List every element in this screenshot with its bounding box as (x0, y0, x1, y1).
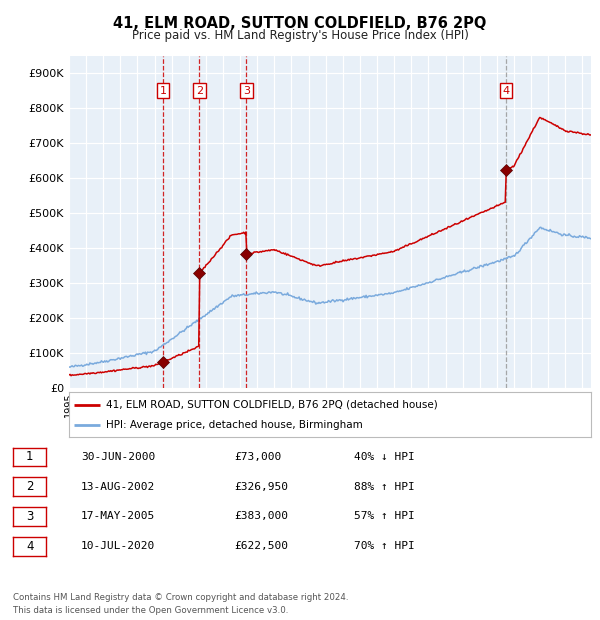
Text: Price paid vs. HM Land Registry's House Price Index (HPI): Price paid vs. HM Land Registry's House … (131, 29, 469, 42)
Text: 17-MAY-2005: 17-MAY-2005 (81, 512, 155, 521)
Text: Contains HM Land Registry data © Crown copyright and database right 2024.
This d: Contains HM Land Registry data © Crown c… (13, 593, 349, 615)
Text: 41, ELM ROAD, SUTTON COLDFIELD, B76 2PQ (detached house): 41, ELM ROAD, SUTTON COLDFIELD, B76 2PQ … (106, 399, 437, 410)
Text: 10-JUL-2020: 10-JUL-2020 (81, 541, 155, 551)
Text: 30-JUN-2000: 30-JUN-2000 (81, 452, 155, 462)
Text: £326,950: £326,950 (234, 482, 288, 492)
Text: HPI: Average price, detached house, Birmingham: HPI: Average price, detached house, Birm… (106, 420, 362, 430)
Text: 41, ELM ROAD, SUTTON COLDFIELD, B76 2PQ: 41, ELM ROAD, SUTTON COLDFIELD, B76 2PQ (113, 16, 487, 30)
Text: £383,000: £383,000 (234, 512, 288, 521)
Text: 2: 2 (26, 480, 34, 493)
Text: 57% ↑ HPI: 57% ↑ HPI (354, 512, 415, 521)
Text: 3: 3 (26, 510, 34, 523)
Text: 1: 1 (160, 86, 167, 95)
Text: 1: 1 (26, 451, 34, 463)
Text: 3: 3 (243, 86, 250, 95)
Text: 88% ↑ HPI: 88% ↑ HPI (354, 482, 415, 492)
Text: 70% ↑ HPI: 70% ↑ HPI (354, 541, 415, 551)
Text: £622,500: £622,500 (234, 541, 288, 551)
Text: £73,000: £73,000 (234, 452, 281, 462)
Text: 13-AUG-2002: 13-AUG-2002 (81, 482, 155, 492)
Text: 40% ↓ HPI: 40% ↓ HPI (354, 452, 415, 462)
Text: 2: 2 (196, 86, 203, 95)
Text: 4: 4 (502, 86, 509, 95)
Text: 4: 4 (26, 540, 34, 552)
